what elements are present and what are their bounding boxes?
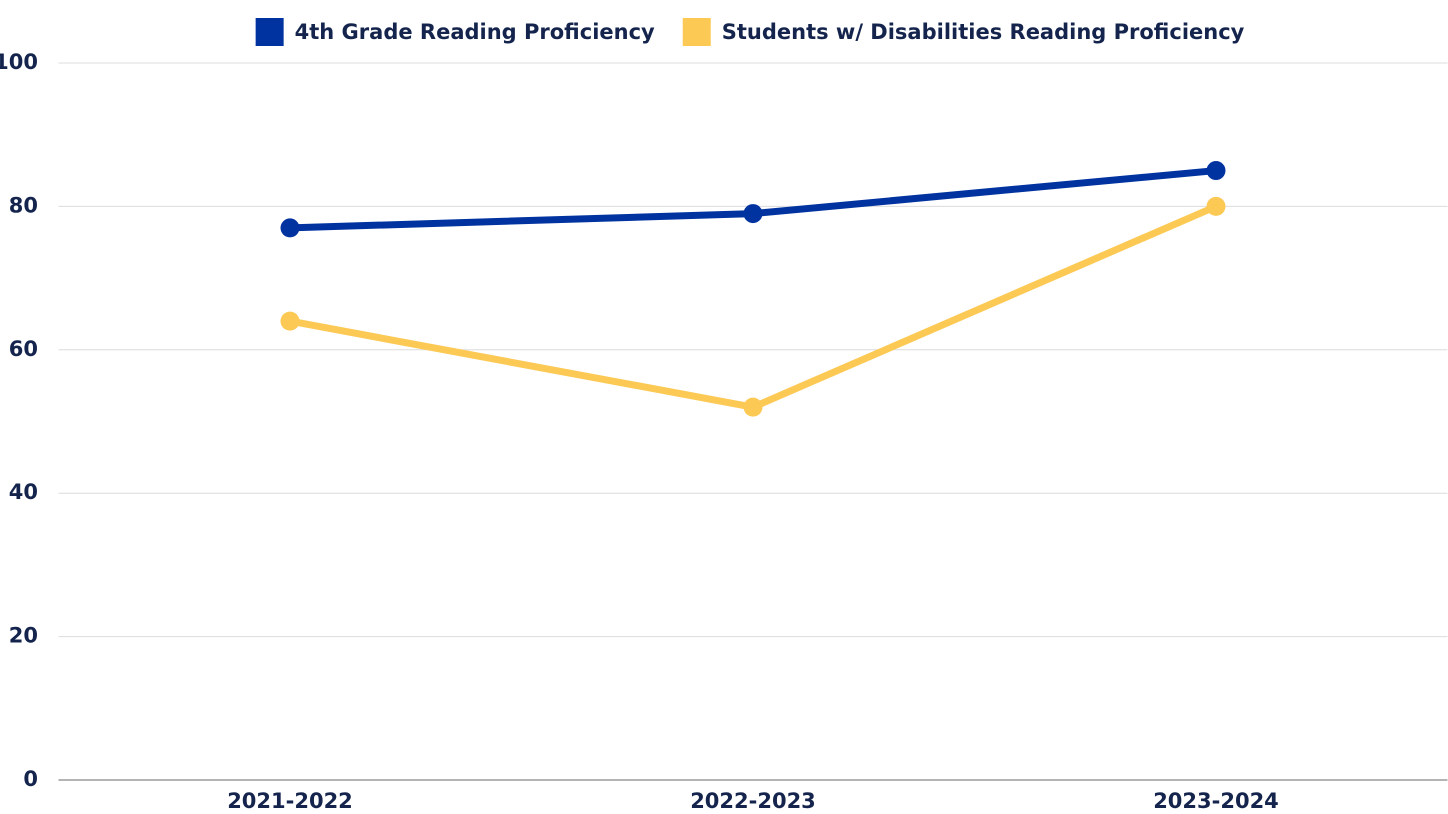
point xyxy=(280,311,300,331)
legend-label: Students w/ Disabilities Reading Profici… xyxy=(722,20,1245,44)
y-tick-label: 0 xyxy=(23,767,38,791)
point xyxy=(280,218,300,238)
x-tick-label: 2021-2022 xyxy=(227,789,353,813)
y-tick-label: 80 xyxy=(9,193,38,217)
legend-swatch xyxy=(682,18,711,46)
y-tick-label: 60 xyxy=(9,337,38,361)
point xyxy=(743,397,763,417)
legend-swatch xyxy=(255,18,284,46)
series-line xyxy=(289,203,1218,411)
x-tick-label: 2023-2024 xyxy=(1153,789,1279,813)
y-tick-label: 20 xyxy=(9,624,38,648)
y-tick-label: 100 xyxy=(0,50,38,74)
y-tick-label: 40 xyxy=(9,480,38,504)
point xyxy=(1206,196,1226,216)
legend-label: 4th Grade Reading Proficiency xyxy=(295,20,655,44)
point xyxy=(743,204,763,224)
point xyxy=(1206,161,1226,181)
x-tick-label: 2022-2023 xyxy=(690,789,816,813)
